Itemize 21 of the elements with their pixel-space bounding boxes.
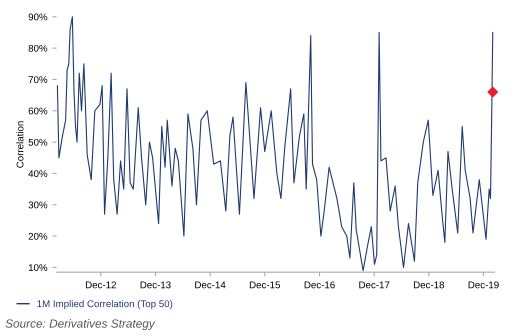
y-tick-label: 10%	[28, 264, 48, 272]
x-tick-label: Dec-15	[250, 282, 280, 288]
x-tick-label: Dec-13	[140, 281, 171, 288]
x-tick-label: Dec-16	[304, 281, 335, 288]
y-tick-label: 90%	[28, 14, 48, 20]
y-tick-label: 40%	[28, 170, 48, 178]
line-series	[56, 16, 494, 272]
x-tick-label: Dec-19	[468, 281, 499, 288]
x-tick-label: Dec-12	[86, 281, 116, 288]
y-tick-label: 30%	[28, 202, 48, 208]
y-tick-label: 60%	[28, 108, 48, 114]
y-tick-label: 50%	[28, 138, 48, 146]
y-axis-title: Correlation	[16, 121, 24, 168]
x-tick-label: Dec-14	[195, 282, 226, 288]
source-note: Source: Derivatives Strategy	[5, 319, 156, 330]
y-tick-label: 20%	[28, 232, 48, 240]
x-tick-label: Dec-18	[414, 281, 444, 288]
legend-label: 1M Implied Correlation (Top 50)	[37, 300, 172, 310]
y-tick-label: 80%	[28, 44, 48, 52]
x-tick-label: Dec-17	[359, 282, 390, 288]
y-tick-label: 70%	[28, 76, 48, 84]
